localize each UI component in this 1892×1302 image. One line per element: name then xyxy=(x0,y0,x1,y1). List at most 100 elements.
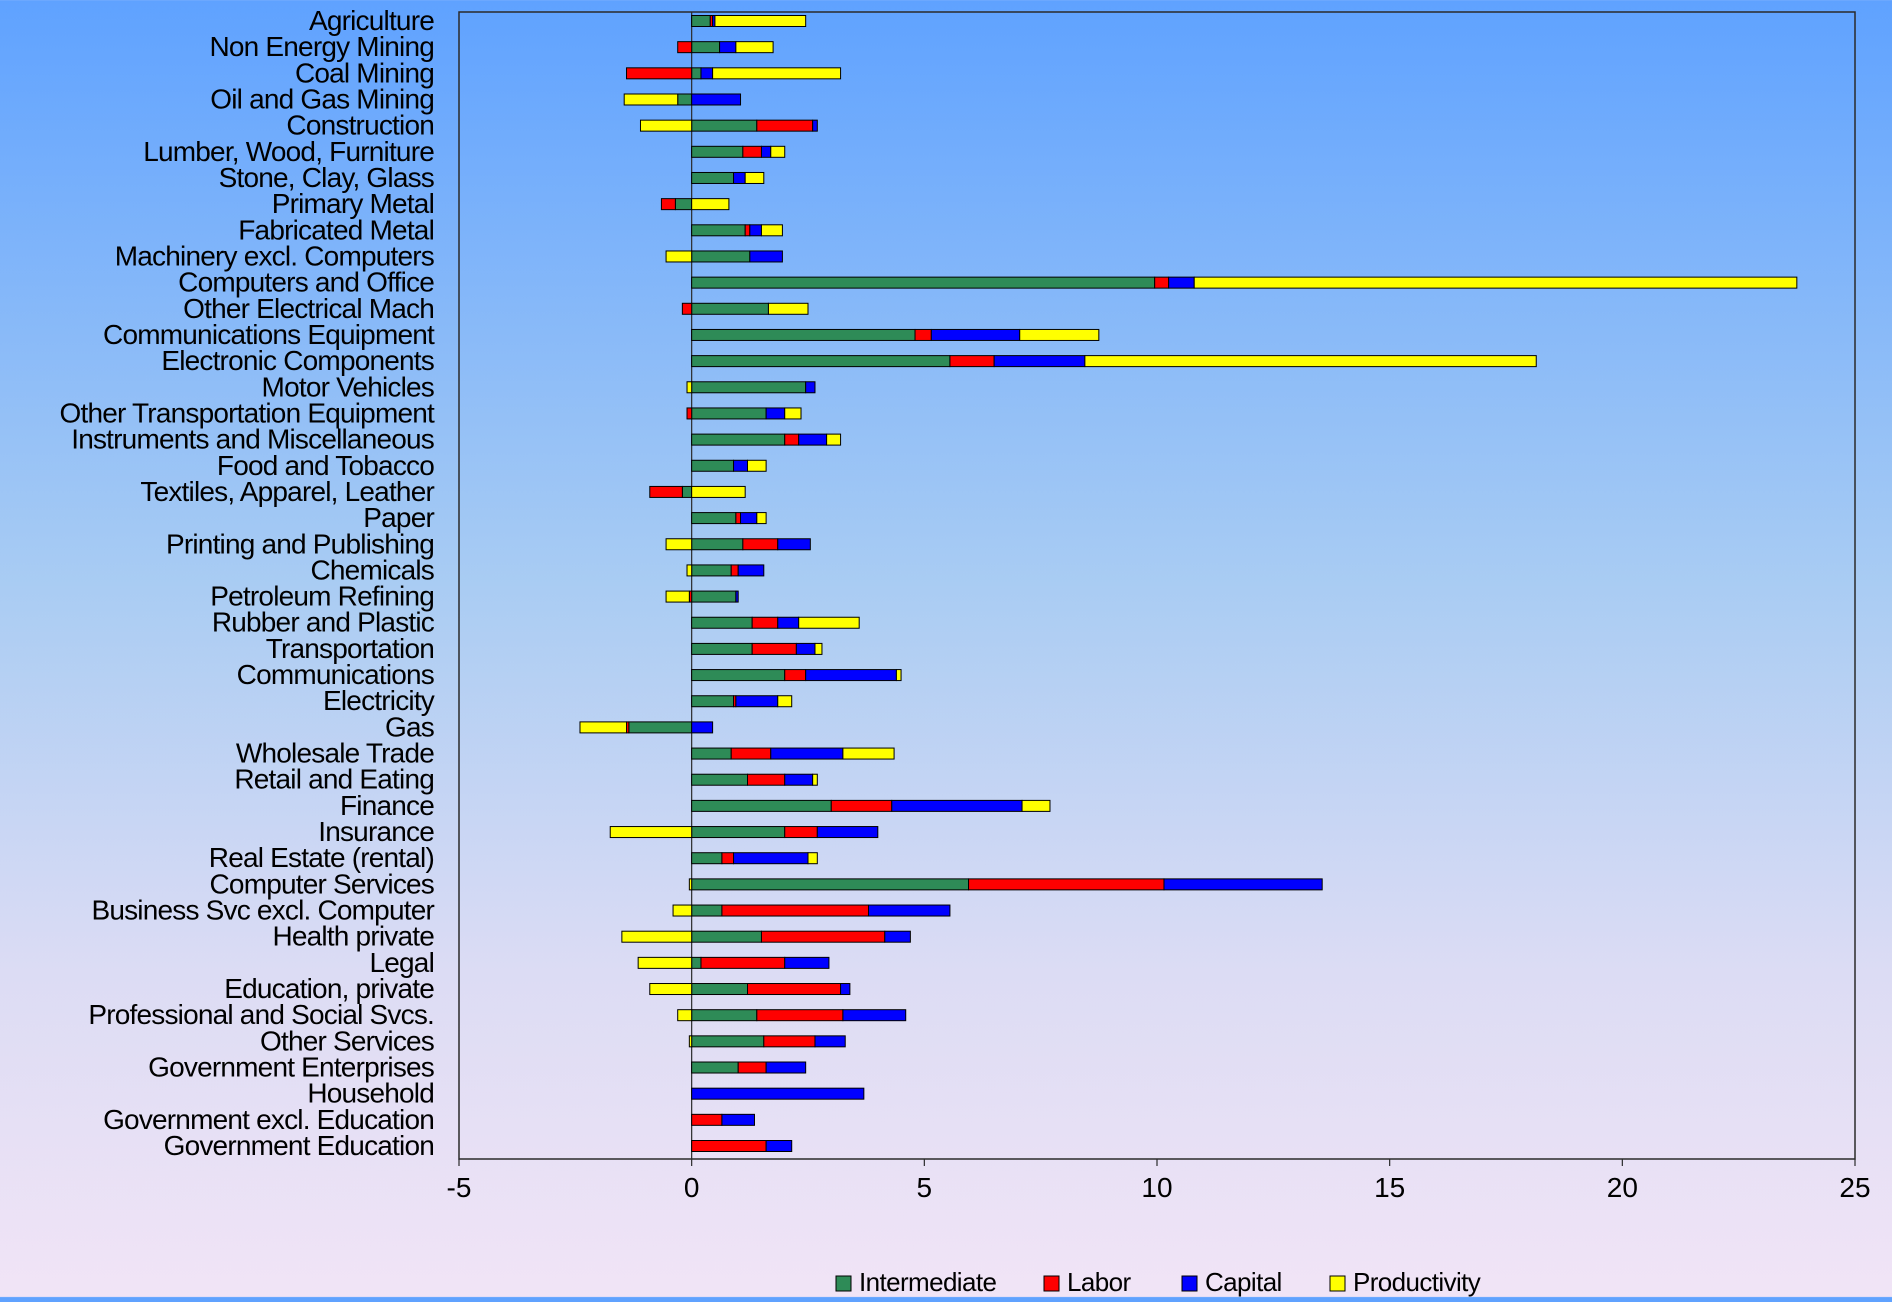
category-label: Coal Mining xyxy=(295,57,434,88)
bar-segment-productivity xyxy=(1021,799,1051,812)
bar-segment-productivity xyxy=(807,852,818,865)
bar-segment-intermediate xyxy=(691,302,769,315)
bar-segment-productivity xyxy=(677,1009,693,1022)
bar-segment-capital xyxy=(721,1113,755,1126)
category-label: Chemicals xyxy=(310,554,434,585)
category-label: Business Svc excl. Computer xyxy=(91,895,434,926)
category-label: Stone, Clay, Glass xyxy=(219,162,434,193)
bar-segment-intermediate xyxy=(691,224,746,237)
category-label: Government Education xyxy=(164,1130,434,1161)
bar-segment-intermediate xyxy=(691,564,732,577)
legend: Intermediate Labor Capital Productivity xyxy=(835,1267,1481,1297)
category-label: Real Estate (rental) xyxy=(209,842,434,873)
bar-segment-productivity xyxy=(744,171,765,184)
bar-segment-capital xyxy=(765,1061,807,1074)
bar-segment-capital xyxy=(795,642,816,655)
bar-segment-capital xyxy=(798,433,828,446)
bar-segment-intermediate xyxy=(691,642,753,655)
x-tick-label: 25 xyxy=(1839,1172,1870,1203)
bar-segment-productivity xyxy=(691,485,746,498)
bar-segment-capital xyxy=(735,695,779,708)
x-tick-label: 15 xyxy=(1374,1172,1405,1203)
bar-segment-capital xyxy=(735,590,739,603)
bar-segment-capital xyxy=(737,564,765,577)
bar-segment-productivity xyxy=(1193,276,1798,289)
bar-segment-labor xyxy=(742,538,779,551)
bar-segment-capital xyxy=(842,1009,907,1022)
legend-swatch xyxy=(1181,1275,1198,1292)
bar-segment-capital xyxy=(867,904,951,917)
category-label: Electronic Components xyxy=(161,345,434,376)
bar-segment-intermediate xyxy=(691,590,737,603)
bar-segment-labor xyxy=(737,1061,767,1074)
x-tick-label: 5 xyxy=(917,1172,933,1203)
bar-segment-intermediate xyxy=(691,433,786,446)
bar-segment-intermediate xyxy=(691,459,735,472)
category-label: Lumber, Wood, Furniture xyxy=(143,136,434,167)
bar-segment-labor xyxy=(660,198,676,211)
category-label: Communications Equipment xyxy=(103,319,435,350)
bar-segment-productivity xyxy=(798,616,860,629)
bar-segment-labor xyxy=(691,1140,767,1152)
bar-segment-intermediate xyxy=(691,381,807,394)
bar-segment-labor xyxy=(949,355,995,368)
category-label: Electricity xyxy=(323,685,435,716)
bar-segment-capital xyxy=(749,250,783,263)
category-label: Food and Tobacco xyxy=(217,450,434,481)
category-label: Construction xyxy=(286,110,434,141)
bar-segment-intermediate xyxy=(691,747,732,760)
bar-segment-intermediate xyxy=(691,1009,758,1022)
bar-segment-labor xyxy=(735,512,742,525)
bar-segment-productivity xyxy=(665,538,693,551)
bar-segment-intermediate xyxy=(691,171,735,184)
legend-label: Intermediate xyxy=(859,1267,996,1297)
bar-segment-productivity xyxy=(665,250,693,263)
bar-segment-labor xyxy=(830,799,893,812)
bar-segment-labor xyxy=(914,328,932,341)
category-label: Government Enterprises xyxy=(148,1052,434,1083)
bar-segment-capital xyxy=(740,512,758,525)
bar-segment-capital xyxy=(816,826,879,839)
category-label: Rubber and Plastic xyxy=(212,607,435,638)
bar-segment-intermediate xyxy=(691,67,702,80)
bar-segment-intermediate xyxy=(691,616,753,629)
bar-segment-productivity xyxy=(691,198,730,211)
category-label: Communications xyxy=(237,659,434,690)
legend-swatch xyxy=(1329,1275,1346,1292)
bar-segment-labor xyxy=(784,433,800,446)
bar-segment-labor xyxy=(784,669,807,682)
bar-segment-intermediate xyxy=(691,799,832,812)
x-tick-label: 10 xyxy=(1141,1172,1172,1203)
bar-segment-productivity xyxy=(770,145,786,158)
bar-segment-capital xyxy=(930,328,1021,341)
bar-segment-labor xyxy=(968,878,1165,891)
bar-segment-productivity xyxy=(609,826,693,839)
bars-layer xyxy=(579,12,1798,1159)
bar-segment-productivity xyxy=(665,590,690,603)
bar-segment-intermediate xyxy=(691,328,916,341)
category-label: Other Transportation Equipment xyxy=(60,397,435,428)
category-label: Legal xyxy=(369,947,434,978)
bar-segment-productivity xyxy=(688,1035,693,1048)
bar-segment-capital xyxy=(691,1087,865,1100)
category-label: Printing and Publishing xyxy=(166,528,434,559)
category-label: Finance xyxy=(340,790,434,821)
bar-segment-capital xyxy=(884,930,911,943)
bar-segment-capital xyxy=(733,171,746,184)
bar-segment-productivity xyxy=(842,747,895,760)
bar-segment-productivity xyxy=(777,695,793,708)
bar-segment-labor xyxy=(751,642,797,655)
bar-segment-intermediate xyxy=(691,983,749,996)
bar-segment-intermediate xyxy=(691,145,744,158)
category-label: Transportation xyxy=(266,633,434,664)
bar-segment-intermediate xyxy=(691,956,702,969)
bar-segment-intermediate xyxy=(691,355,951,368)
legend-swatch xyxy=(1043,1275,1060,1292)
bar-segment-productivity xyxy=(784,407,802,420)
bar-segment-productivity xyxy=(812,773,818,786)
x-tick-label: -5 xyxy=(447,1172,472,1203)
bar-segment-intermediate xyxy=(691,930,762,943)
bar-segment-capital xyxy=(733,852,809,865)
bar-segment-productivity xyxy=(756,512,767,525)
